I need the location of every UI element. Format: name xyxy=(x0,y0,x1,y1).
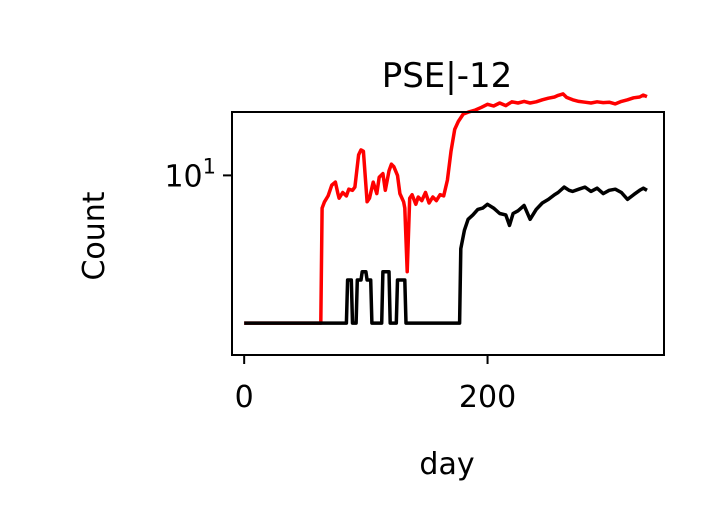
y-tick-exponent: 1 xyxy=(203,154,216,178)
chart-title: PSE|-12 xyxy=(382,56,513,96)
y-tick-label: 101 xyxy=(164,154,216,194)
x-tick-label: 200 xyxy=(459,380,516,415)
series-line-1 xyxy=(244,92,648,325)
x-axis-label: day xyxy=(419,447,474,482)
series-line-2 xyxy=(244,185,648,325)
y-axis-ticks: 101 xyxy=(164,154,232,194)
plot-frame xyxy=(231,111,665,356)
x-axis-ticks: 0 200 xyxy=(235,355,516,415)
x-tick-label: 0 xyxy=(235,380,254,415)
y-axis-label: Count xyxy=(77,191,112,280)
plot-lines xyxy=(244,92,648,325)
